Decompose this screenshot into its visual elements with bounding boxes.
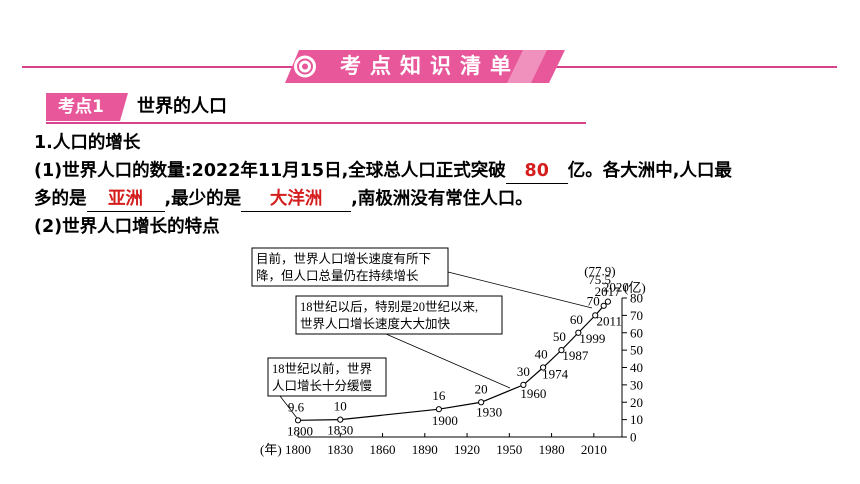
p2-text-b: ,最少的是 [164, 189, 242, 209]
data-point [337, 416, 344, 423]
data-point [575, 329, 582, 336]
x-tick-label: 1860 [370, 442, 396, 457]
p2-text-c: ,南极洲没有常住人口。 [351, 189, 533, 209]
annotation-modern-line2: 世界人口增长速度大大加快 [300, 316, 451, 331]
x-tick-label: 1920 [454, 442, 480, 457]
annotation-modern-line1: 18世纪以后，特别是20世纪以来, [300, 299, 478, 314]
data-year-label: 2017 [595, 284, 622, 299]
annotation-box-early [267, 357, 387, 397]
data-value-label: 10 [334, 399, 347, 414]
y-tick-label: 50 [630, 343, 643, 358]
data-point [558, 347, 565, 354]
y-axis-label: (亿) [624, 280, 646, 295]
data-value-label: 75.5 [588, 272, 611, 287]
data-year-label: 1960 [520, 386, 546, 401]
data-year-label: 2020 [603, 280, 629, 295]
p2-text-a: 多的是 [34, 189, 87, 209]
annotation-early-line2: 人口增长十分缓慢 [272, 378, 373, 393]
annotation-box-current [251, 247, 449, 287]
data-point [540, 364, 547, 371]
data-value-label: 60 [570, 312, 583, 327]
annotation-current-line1: 目前，世界人口增长速度有所下 [256, 251, 431, 266]
y-tick-label: 10 [630, 412, 643, 427]
data-point [592, 312, 599, 319]
chart-axes: (年) 1800 1830 1860 1890 1920 1950 1980 201001020… [260, 280, 646, 457]
x-tick-label: 1830 [327, 442, 353, 457]
data-year-label: 1987 [562, 348, 589, 363]
data-point [520, 381, 527, 388]
data-value-label: 50 [553, 329, 566, 344]
answer-blank-3: 大洋洲 [241, 189, 352, 212]
data-value-label: 16 [432, 388, 446, 403]
x-axis-label: (年) [260, 442, 282, 457]
x-tick-label: 1890 [412, 442, 438, 457]
heading-population-growth: 1.人口的增长 [34, 133, 141, 153]
answer-blank-1: 80 [505, 161, 568, 184]
y-tick-label: 20 [630, 395, 643, 410]
data-point [478, 399, 485, 406]
paragraph-line-2: 多的是 亚洲 ,最少的是 大洋洲 ,南极洲没有常住人口。 [34, 186, 533, 212]
data-point [604, 298, 612, 305]
chart-series: 9.6 1800 10 1830 16 1900 20 1930 30 1960 40 1974 50 1… [287, 264, 629, 439]
x-tick-label: 1800 [285, 442, 311, 457]
data-value-label: 9.6 [288, 399, 305, 414]
data-value-label: (77.9) [584, 264, 615, 279]
p1-text-b: 亿。各大洲中,人口最 [567, 161, 732, 181]
p1-text-a: (1)世界人口的数量:2022年11月15日,全球总人口正式突破 [34, 161, 506, 181]
annotation-current-line2: 降，但人口总量仍在持续增长 [256, 268, 419, 283]
heading-growth-features: (2)世界人口增长的特点 [34, 217, 220, 237]
x-tick-label: 2010 [581, 442, 607, 457]
banner-title: 考点知识清单 [340, 54, 520, 78]
y-tick-label: 60 [630, 325, 643, 340]
data-year-label: 1830 [327, 423, 353, 438]
y-tick-label: 80 [630, 291, 643, 306]
data-value-label: 30 [517, 364, 530, 379]
leader-line-current [447, 271, 593, 309]
data-year-label: 1900 [432, 413, 458, 428]
data-point [435, 406, 442, 413]
y-tick-label: 30 [630, 377, 643, 392]
section-tag-label: 考点1 [58, 97, 104, 117]
data-value-label: 40 [535, 347, 548, 362]
data-point [600, 302, 607, 309]
answer-blank-2: 亚洲 [86, 189, 165, 212]
annotation-box-modern [295, 295, 503, 335]
data-year-label: 1974 [542, 367, 569, 382]
section-tag-badge [46, 93, 128, 121]
y-tick-label: 70 [630, 308, 643, 323]
y-tick-label: 0 [630, 430, 637, 445]
data-value-label: 20 [475, 381, 488, 396]
data-year-label: 2011 [596, 313, 622, 328]
data-year-label: 1800 [287, 423, 313, 438]
y-tick-label: 40 [630, 360, 643, 375]
data-year-label: 1999 [579, 331, 605, 346]
annotation-early-line1: 18世纪以前，世界 [272, 361, 373, 376]
x-tick-label: 1980 [539, 442, 565, 457]
data-point [294, 417, 302, 424]
section-title: 世界的人口 [137, 96, 227, 117]
data-value-label: 70 [587, 293, 600, 308]
paragraph-line-1: (1)世界人口的数量:2022年11月15日,全球总人口正式突破 80 亿。各大洲中… [34, 158, 732, 184]
banner-badge [285, 50, 565, 83]
leader-line-modern [385, 333, 511, 389]
x-tick-label: 1950 [496, 442, 522, 457]
data-year-label: 1930 [476, 404, 502, 419]
section-underline [46, 122, 586, 124]
